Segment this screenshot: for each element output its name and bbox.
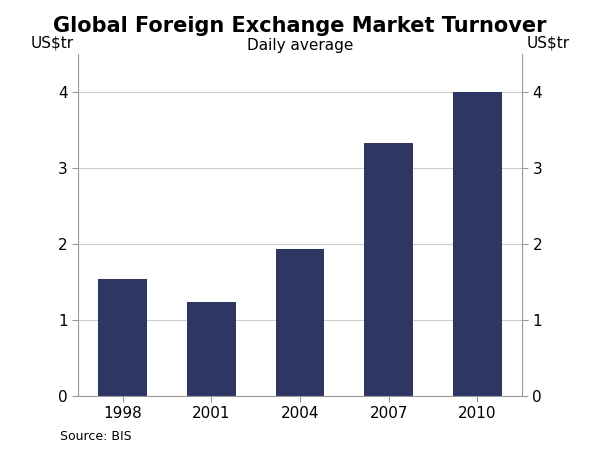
Bar xyxy=(364,143,413,396)
Bar xyxy=(453,92,502,396)
Text: Global Foreign Exchange Market Turnover: Global Foreign Exchange Market Turnover xyxy=(53,16,547,36)
Text: US$tr: US$tr xyxy=(526,36,569,50)
Bar xyxy=(187,302,236,396)
Text: US$tr: US$tr xyxy=(31,36,74,50)
Text: Daily average: Daily average xyxy=(247,38,353,53)
Bar xyxy=(275,249,325,396)
Bar xyxy=(98,279,147,396)
Text: Source: BIS: Source: BIS xyxy=(60,430,131,443)
